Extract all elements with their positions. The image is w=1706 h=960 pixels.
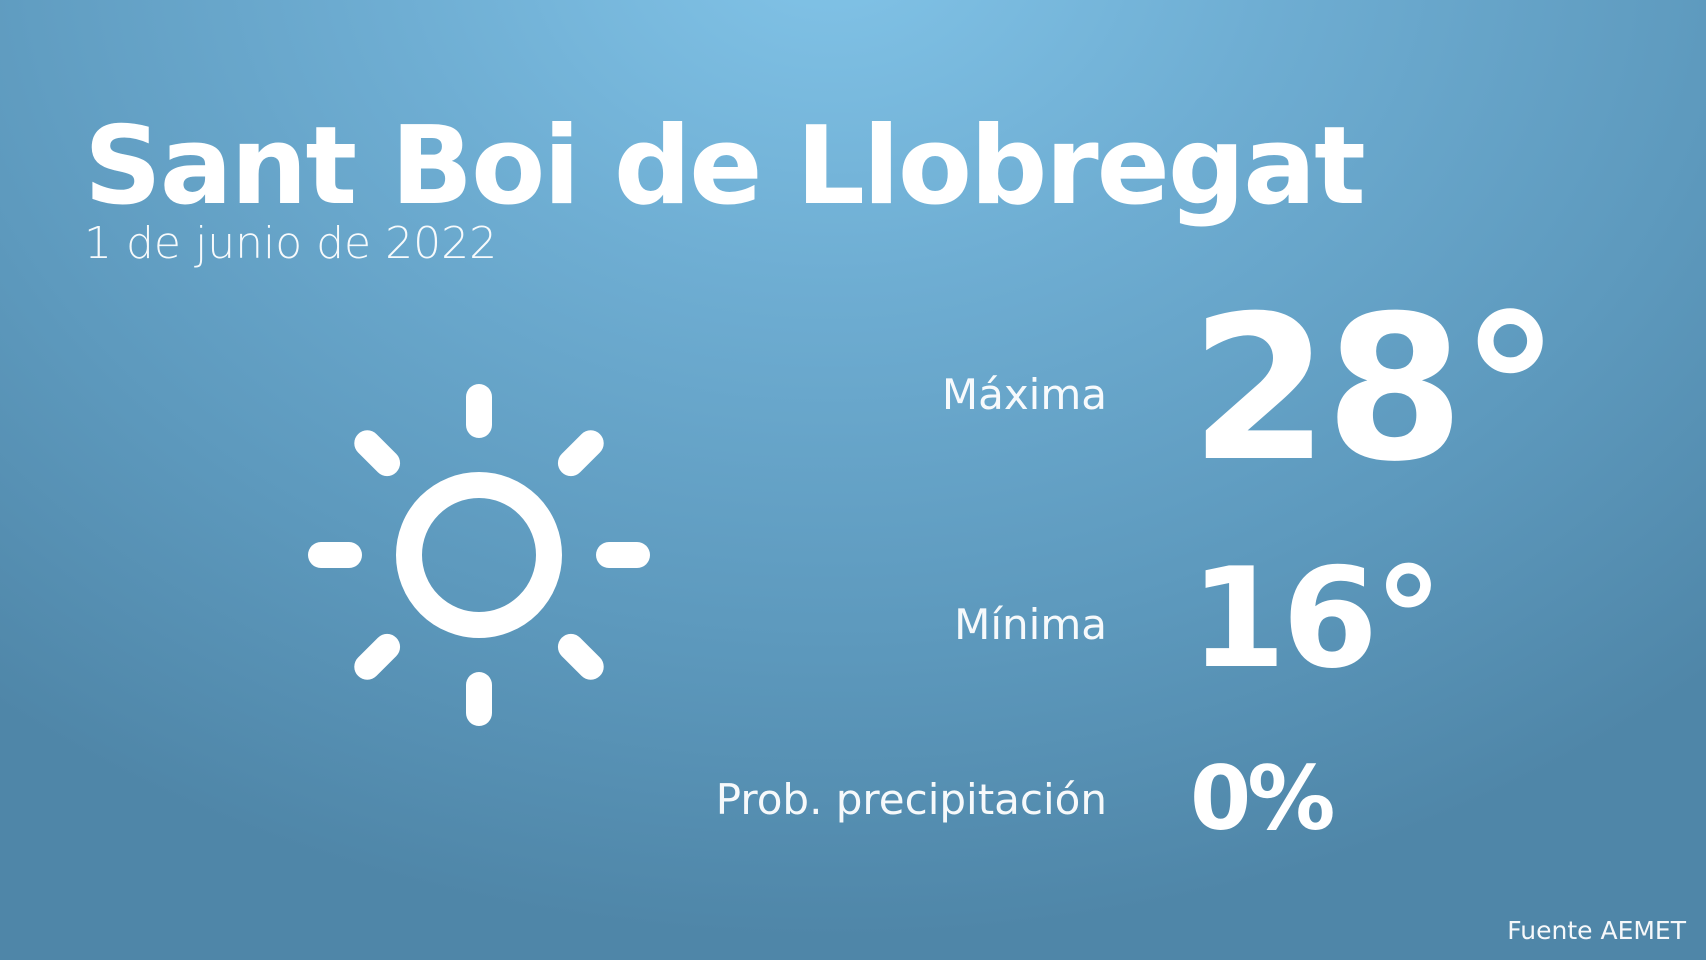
city-title: Sant Boi de Llobregat [84,104,1366,229]
sun-ray [557,430,604,477]
min-temp-value: 16° [1190,538,1443,699]
min-temp-label: Mínima [954,600,1107,649]
sun-ray [354,633,401,680]
sun-icon [308,384,650,726]
forecast-date: 1 de junio de 2022 [84,218,498,269]
sun-ray [354,430,401,477]
precip-prob-value: 0% [1190,747,1335,850]
max-temp-label: Máxima [941,370,1107,419]
source-credit: Fuente AEMET [1507,916,1686,945]
max-temp-value: 28° [1190,273,1560,506]
precip-prob-label: Prob. precipitación [715,775,1107,824]
sun-ray [557,633,604,680]
